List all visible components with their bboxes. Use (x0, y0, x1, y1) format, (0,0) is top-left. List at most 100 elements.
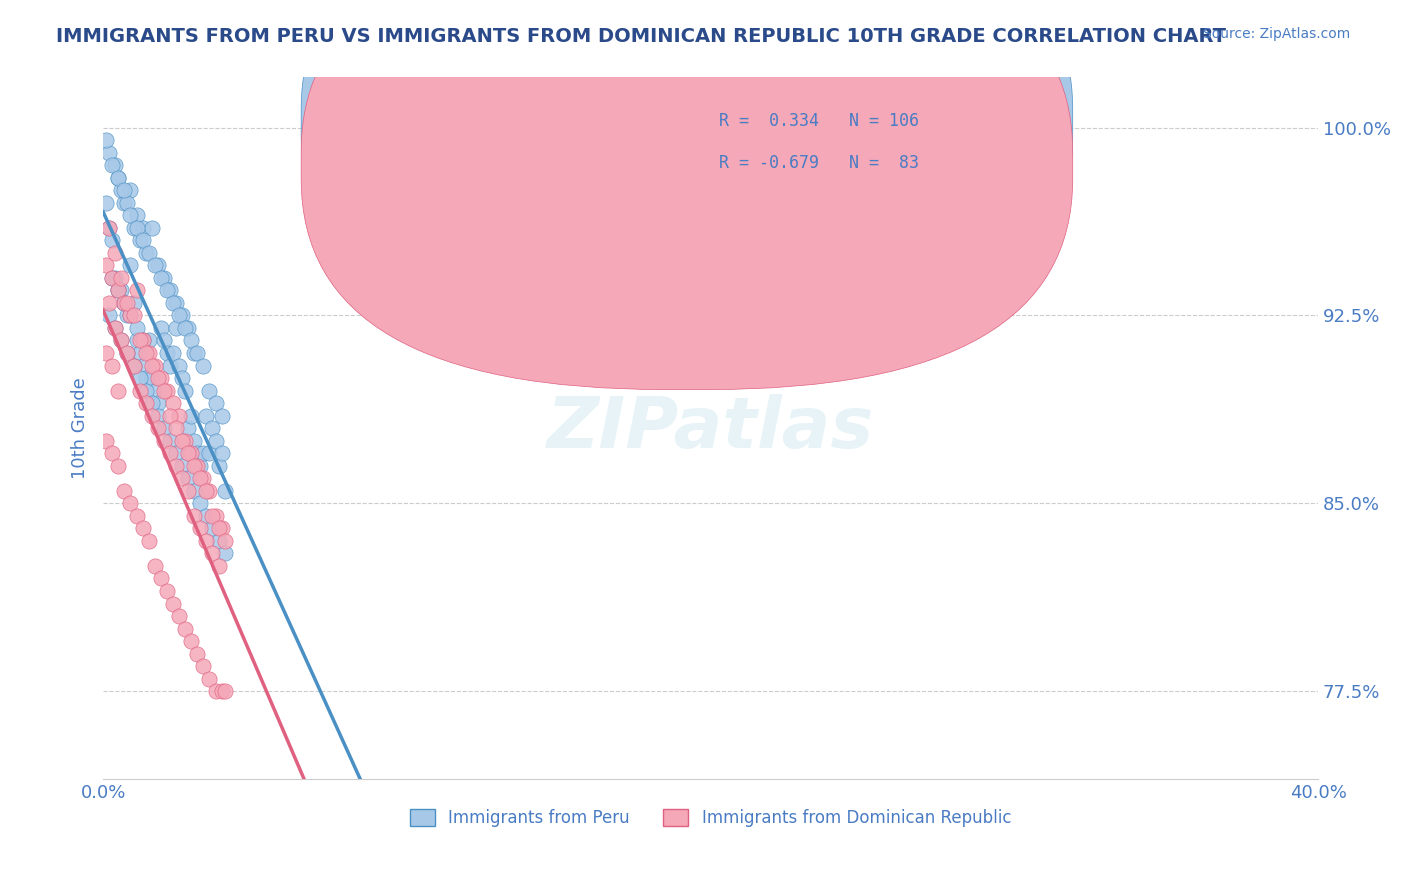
Point (135, 396, 157, 410)
Point (214, 533, 236, 548)
Point (195, 409, 218, 423)
Point (188, 458, 211, 473)
Point (107, 170, 129, 185)
Point (131, 334, 153, 348)
Point (188, 471, 211, 485)
Point (174, 321, 197, 335)
Point (204, 396, 226, 410)
Point (143, 558, 166, 573)
Point (156, 584, 179, 599)
Point (107, 170, 129, 185)
Point (177, 321, 200, 335)
Point (172, 371, 194, 385)
Point (117, 346, 139, 360)
Point (98, 309, 121, 323)
Point (110, 334, 132, 348)
Point (165, 421, 187, 435)
Point (143, 258, 166, 272)
Point (211, 521, 233, 535)
Point (165, 296, 187, 310)
Point (180, 334, 202, 348)
Point (131, 220, 153, 235)
Point (120, 183, 142, 197)
Point (101, 446, 124, 460)
Point (186, 346, 208, 360)
Point (104, 321, 127, 335)
Point (120, 496, 142, 510)
Point (180, 446, 202, 460)
Point (146, 421, 169, 435)
Point (174, 622, 197, 636)
Point (211, 446, 233, 460)
Point (104, 158, 127, 172)
Point (96, 258, 118, 272)
Point (141, 359, 163, 373)
Text: R = -0.679   N =  83: R = -0.679 N = 83 (718, 154, 920, 172)
Point (162, 597, 184, 611)
Point (101, 271, 124, 285)
Point (177, 471, 200, 485)
Point (110, 183, 132, 197)
Point (131, 521, 153, 535)
Point (172, 458, 194, 473)
Point (110, 334, 132, 348)
Point (117, 309, 139, 323)
Point (98, 220, 121, 235)
Point (146, 258, 169, 272)
Point (138, 334, 160, 348)
Point (195, 508, 218, 523)
Point (125, 321, 148, 335)
Point (107, 284, 129, 298)
Point (122, 296, 145, 310)
Point (120, 208, 142, 222)
Point (180, 409, 202, 423)
Point (172, 434, 194, 448)
Point (198, 446, 221, 460)
Point (193, 359, 215, 373)
Point (167, 609, 190, 624)
Point (153, 421, 176, 435)
Point (214, 684, 236, 698)
Point (112, 296, 135, 310)
Point (112, 296, 135, 310)
Point (125, 334, 148, 348)
Point (110, 284, 132, 298)
Point (122, 220, 145, 235)
Point (198, 672, 221, 686)
Point (193, 446, 215, 460)
Point (131, 334, 153, 348)
Text: Source: ZipAtlas.com: Source: ZipAtlas.com (1202, 27, 1350, 41)
Text: ZIPatlas: ZIPatlas (547, 393, 875, 463)
Point (141, 220, 163, 235)
Point (125, 220, 148, 235)
Point (186, 647, 208, 661)
Point (135, 384, 157, 398)
Point (120, 258, 142, 272)
Point (96, 195, 118, 210)
Point (177, 421, 200, 435)
Point (128, 346, 150, 360)
Point (96, 133, 118, 147)
Point (167, 359, 190, 373)
FancyBboxPatch shape (301, 0, 1073, 348)
Point (153, 384, 176, 398)
Point (177, 446, 200, 460)
Point (146, 396, 169, 410)
Text: IMMIGRANTS FROM PERU VS IMMIGRANTS FROM DOMINICAN REPUBLIC 10TH GRADE CORRELATIO: IMMIGRANTS FROM PERU VS IMMIGRANTS FROM … (56, 27, 1226, 45)
Point (207, 521, 229, 535)
Point (135, 371, 157, 385)
Point (195, 483, 218, 498)
Point (107, 284, 129, 298)
Point (122, 309, 145, 323)
Point (98, 296, 121, 310)
Point (214, 546, 236, 560)
FancyBboxPatch shape (301, 0, 1073, 390)
Point (159, 359, 181, 373)
Point (159, 434, 181, 448)
Point (141, 396, 163, 410)
Point (101, 158, 124, 172)
Point (183, 508, 205, 523)
Point (204, 684, 226, 698)
Point (143, 359, 166, 373)
Point (162, 396, 184, 410)
